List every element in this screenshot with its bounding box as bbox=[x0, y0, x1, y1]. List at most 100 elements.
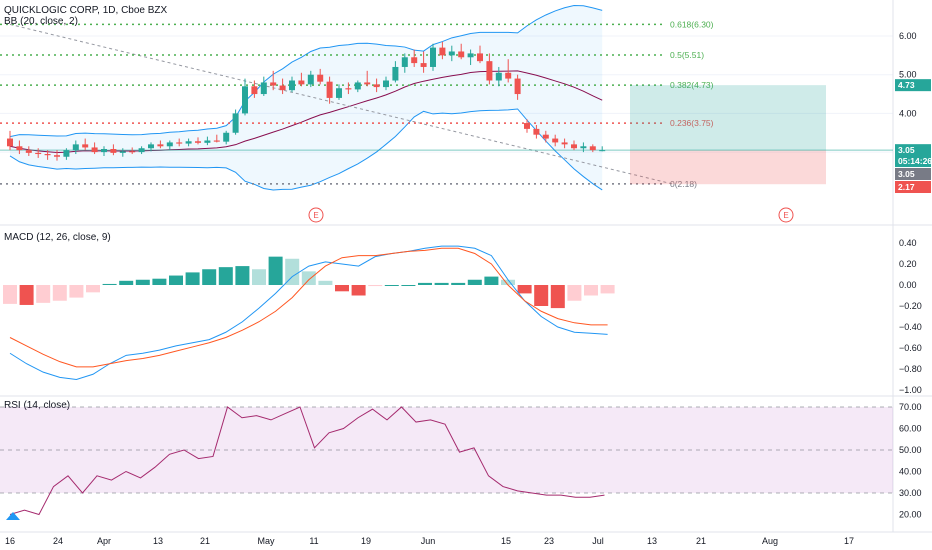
candle-body bbox=[561, 142, 568, 145]
rsi-band bbox=[0, 407, 893, 493]
candle-body bbox=[63, 150, 70, 157]
candle-body bbox=[373, 84, 380, 88]
macd-axis-label: −0.80 bbox=[899, 364, 922, 374]
macd-histogram-bar bbox=[86, 285, 100, 293]
price-tag bbox=[895, 168, 931, 180]
candle-body bbox=[260, 82, 267, 95]
candle-body bbox=[101, 149, 107, 153]
candle-body bbox=[439, 47, 446, 56]
candle-body bbox=[533, 128, 540, 135]
rsi-line bbox=[9, 406, 605, 516]
fib-level-label: 0.236(3.75) bbox=[670, 118, 714, 128]
macd-histogram-bar bbox=[135, 279, 150, 285]
macd-histogram-bar bbox=[235, 266, 250, 285]
candle-body bbox=[345, 88, 352, 90]
macd-histogram-bar bbox=[3, 285, 17, 304]
macd-axis-label: −0.20 bbox=[899, 301, 922, 311]
price-axis-label: 5.00 bbox=[899, 70, 917, 80]
candle-body bbox=[157, 144, 164, 147]
candle-body bbox=[289, 80, 295, 91]
time-axis-label: 15 bbox=[501, 536, 511, 546]
candle-body bbox=[392, 66, 399, 81]
price-tag-label: 3.05 bbox=[898, 169, 915, 179]
macd-histogram-bar bbox=[534, 285, 549, 306]
macd-histogram-bar bbox=[368, 285, 383, 287]
bb-indicator-title: BB (20, close, 2) bbox=[4, 16, 78, 27]
candle-body bbox=[148, 144, 154, 149]
time-axis-label: 13 bbox=[647, 536, 657, 546]
candle-body bbox=[589, 146, 596, 151]
price-tag bbox=[895, 144, 931, 157]
macd-histogram-bar bbox=[19, 285, 34, 305]
candle-body bbox=[251, 86, 258, 95]
candle-body bbox=[54, 155, 60, 157]
price-tag bbox=[895, 181, 931, 193]
macd-histogram-bar bbox=[550, 285, 565, 309]
time-axis-label: Jul bbox=[592, 536, 604, 546]
earnings-marker-label: E bbox=[783, 211, 788, 220]
candle-body bbox=[336, 88, 342, 98]
price-tag-label: 3.05 bbox=[898, 145, 915, 155]
time-axis-label: 21 bbox=[200, 536, 210, 546]
candle-body bbox=[364, 82, 371, 85]
candle-body bbox=[298, 80, 305, 85]
candle-body bbox=[91, 147, 98, 153]
earnings-marker-label: E bbox=[313, 211, 318, 220]
time-axis-label: Aug bbox=[762, 536, 778, 546]
candle-body bbox=[354, 82, 361, 90]
candle-body bbox=[542, 134, 549, 139]
candle-body bbox=[571, 144, 577, 149]
price-tag-label: 05:14:26 bbox=[898, 156, 932, 166]
time-axis-label: Jun bbox=[421, 536, 436, 546]
macd-histogram-bar bbox=[119, 280, 134, 285]
macd-histogram-bar bbox=[467, 279, 482, 285]
macd-histogram-bar bbox=[218, 267, 233, 285]
candle-body bbox=[477, 53, 483, 62]
macd-histogram-bar bbox=[318, 280, 333, 285]
macd-histogram-bar bbox=[434, 282, 449, 285]
candle-body bbox=[552, 138, 559, 143]
candle-body bbox=[7, 138, 13, 147]
macd-histogram-bar bbox=[301, 271, 316, 285]
rsi-axis-label: 60.00 bbox=[899, 424, 922, 434]
macd-axis-label: 0.00 bbox=[899, 280, 917, 290]
macd-histogram-bar bbox=[501, 279, 515, 285]
macd-histogram-bar bbox=[567, 285, 582, 301]
price-tag bbox=[895, 79, 931, 92]
price-tag-label: 2.17 bbox=[898, 182, 915, 192]
macd-signal-line bbox=[9, 247, 608, 368]
candle-body bbox=[223, 132, 230, 142]
bb-lower-line bbox=[9, 108, 603, 191]
candle-body bbox=[467, 53, 474, 58]
time-axis-label: 24 bbox=[53, 536, 63, 546]
candle-body bbox=[599, 150, 606, 152]
candle-body bbox=[307, 74, 314, 85]
fib-level-label: 0.382(4.73) bbox=[670, 80, 714, 90]
macd-histogram-bar bbox=[202, 269, 217, 285]
time-axis-label: 23 bbox=[544, 536, 554, 546]
macd-histogram-bar bbox=[268, 256, 283, 285]
macd-axis-label: 0.20 bbox=[899, 259, 917, 269]
macd-histogram-bar bbox=[335, 285, 349, 292]
time-axis-label: 16 bbox=[5, 536, 15, 546]
macd-axis-label: −0.40 bbox=[899, 322, 922, 332]
macd-histogram-bar bbox=[102, 283, 117, 285]
macd-histogram-bar bbox=[418, 282, 432, 285]
macd-histogram-bar bbox=[152, 278, 167, 285]
rsi-axis-label: 30.00 bbox=[899, 488, 922, 498]
price-tag bbox=[895, 155, 931, 167]
macd-axis-label: −0.60 bbox=[899, 343, 922, 353]
macd-histogram-bar bbox=[185, 272, 200, 285]
macd-axis-label: 0.40 bbox=[899, 238, 917, 248]
rsi-axis-label: 70.00 bbox=[899, 402, 922, 412]
candle-body bbox=[495, 72, 502, 81]
candle-body bbox=[232, 113, 239, 133]
macd-histogram-bar bbox=[69, 285, 84, 298]
candle-body bbox=[204, 140, 211, 143]
rsi-title: RSI (14, close) bbox=[4, 400, 70, 411]
tradingview-logo-icon bbox=[6, 512, 20, 520]
candle-body bbox=[44, 154, 51, 156]
macd-histogram-bar bbox=[169, 275, 183, 285]
candle-body bbox=[279, 85, 286, 91]
